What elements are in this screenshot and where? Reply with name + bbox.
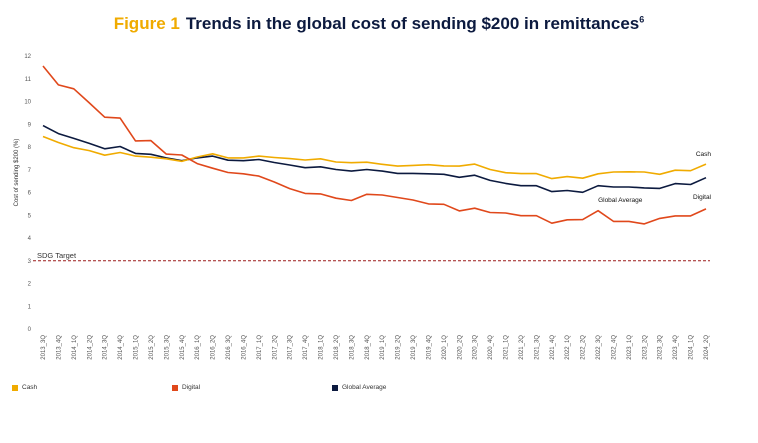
- title-text: Trends in the global cost of sending $20…: [185, 14, 640, 33]
- x-tick-label: 2013_3Q: [41, 335, 47, 360]
- x-tick-label: 2018_4Q: [365, 335, 371, 360]
- x-tick-label: 2024_1Q: [689, 335, 695, 360]
- x-tick-label: 2017_3Q: [288, 335, 294, 360]
- x-tick-label: 2021_1Q: [504, 335, 510, 360]
- x-tick-label: 2022_2Q: [581, 335, 587, 360]
- x-tick-label: 2022_1Q: [565, 335, 571, 360]
- x-tick-label: 2023_2Q: [642, 335, 648, 360]
- y-tick-label: 5: [28, 213, 32, 219]
- x-tick-label: 2019_3Q: [411, 335, 417, 360]
- legend-label-global-average: Global Average: [342, 384, 387, 391]
- legend-swatch-digital: [172, 384, 178, 391]
- legend-item-cash: Cash: [12, 384, 37, 394]
- x-tick-label: 2018_3Q: [349, 335, 355, 360]
- y-tick-label: 9: [28, 122, 32, 128]
- series-line-global-average: [42, 124, 707, 194]
- x-tick-label: 2021_2Q: [519, 335, 525, 360]
- legend-item-global-average: Global Average: [332, 384, 386, 394]
- y-tick-label: 2: [28, 282, 32, 288]
- x-tick-label: 2015_1Q: [134, 335, 140, 360]
- x-tick-label: 2015_3Q: [164, 335, 170, 360]
- sdg-target-line-group: SDG Target: [33, 251, 710, 262]
- x-tick-label: 2018_1Q: [319, 335, 325, 360]
- x-tick-label: 2022_4Q: [611, 335, 617, 360]
- y-tick-label: 1: [28, 304, 32, 310]
- figure-label: Figure 1: [113, 14, 180, 33]
- x-tick-label: 2022_3Q: [596, 335, 602, 360]
- x-tick-label: 2015_4Q: [180, 335, 186, 360]
- x-tick-label: 2019_2Q: [396, 335, 402, 360]
- x-tick-label: 2014_1Q: [72, 335, 78, 360]
- annotation-digital: Digital: [693, 194, 712, 201]
- x-tick-label: 2017_1Q: [257, 335, 263, 360]
- x-tick-label: 2020_4Q: [488, 335, 494, 360]
- annotation-cash: Cash: [696, 151, 712, 158]
- x-tick-label: 2014_2Q: [87, 335, 93, 360]
- chart-title: Figure 1 Trends in the global cost of sen…: [0, 14, 758, 34]
- x-tick-label: 2020_1Q: [442, 335, 448, 360]
- x-tick-label: 2016_4Q: [241, 335, 247, 360]
- x-tick-label: 2023_4Q: [673, 335, 679, 360]
- x-axis: 2013_3Q 2013_4Q 2014_1Q 2014_2Q 2014_3Q 2014_…: [41, 335, 710, 360]
- x-tick-label: 2019_1Q: [380, 335, 386, 360]
- x-tick-label: 2021_3Q: [534, 335, 540, 360]
- y-tick-label: 11: [25, 77, 32, 83]
- y-tick-label: 3: [28, 259, 32, 265]
- x-tick-label: 2018_2Q: [334, 335, 340, 360]
- y-tick-label: 6: [28, 191, 32, 197]
- x-tick-label: 2017_4Q: [303, 335, 309, 360]
- x-tick-label: 2014_4Q: [118, 335, 124, 360]
- x-tick-label: 2019_4Q: [426, 335, 432, 360]
- x-tick-label: 2014_3Q: [103, 335, 109, 360]
- series-line-digital: [42, 65, 707, 225]
- annotation-global-average: Global Average: [598, 197, 643, 204]
- legend-swatch-cash: [12, 384, 18, 391]
- y-tick-label: 8: [28, 145, 32, 151]
- x-tick-label: 2020_2Q: [457, 335, 463, 360]
- y-axis-label: Cost of sending $200 (%): [14, 139, 20, 207]
- x-tick-label: 2023_1Q: [627, 335, 633, 360]
- legend-label-cash: Cash: [22, 384, 38, 391]
- y-tick-label: 12: [24, 54, 31, 60]
- y-tick-label: 0: [28, 327, 32, 333]
- x-tick-label: 2023_3Q: [658, 335, 664, 360]
- y-tick-label: 10: [24, 100, 31, 106]
- x-tick-label: 2016_2Q: [211, 335, 217, 360]
- series-annotations: Cash Digital Global Average: [598, 151, 711, 204]
- x-tick-label: 2020_3Q: [473, 335, 479, 360]
- y-tick-label: 4: [28, 236, 32, 242]
- x-tick-label: 2016_1Q: [195, 335, 201, 360]
- x-tick-label: 2015_2Q: [149, 335, 155, 360]
- legend-item-digital: Digital: [172, 384, 200, 394]
- legend-swatch-global-average: [332, 384, 338, 391]
- y-tick-label: 7: [28, 168, 32, 174]
- title-footnote: 6: [639, 14, 645, 25]
- series-line-cash: [42, 135, 707, 180]
- series-lines: [42, 65, 707, 225]
- x-tick-label: 2024_2Q: [704, 335, 710, 360]
- x-tick-label: 2017_2Q: [272, 335, 278, 360]
- x-tick-label: 2013_4Q: [56, 335, 62, 360]
- x-tick-label: 2021_4Q: [550, 335, 556, 360]
- sdg-target-label: SDG Target: [37, 251, 77, 260]
- legend-label-digital: Digital: [182, 384, 201, 391]
- x-tick-label: 2016_3Q: [226, 335, 232, 360]
